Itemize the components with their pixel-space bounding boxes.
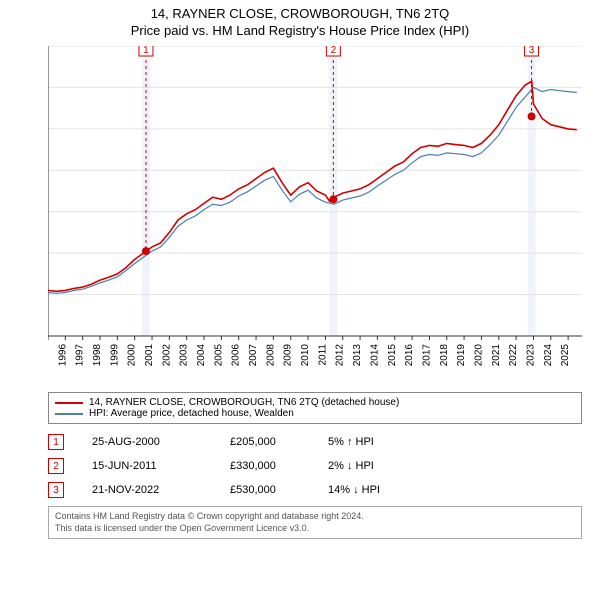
svg-text:2004: 2004 <box>196 344 207 367</box>
sale-pct: 14% ↓ HPI <box>328 484 408 496</box>
svg-text:2014: 2014 <box>369 344 380 367</box>
svg-text:2017: 2017 <box>421 344 432 367</box>
legend: 14, RAYNER CLOSE, CROWBOROUGH, TN6 2TQ (… <box>48 392 582 424</box>
svg-text:1997: 1997 <box>75 344 86 367</box>
legend-swatch <box>55 413 83 415</box>
svg-text:2: 2 <box>331 46 337 56</box>
series-hpi <box>48 87 577 293</box>
svg-text:1995: 1995 <box>48 344 51 367</box>
svg-text:2021: 2021 <box>491 344 502 367</box>
title: 14, RAYNER CLOSE, CROWBOROUGH, TN6 2TQ <box>0 6 600 21</box>
legend-swatch <box>55 402 83 404</box>
footer-line2: This data is licensed under the Open Gov… <box>55 523 575 535</box>
svg-text:2011: 2011 <box>317 344 328 366</box>
series-property <box>48 81 577 291</box>
legend-label: 14, RAYNER CLOSE, CROWBOROUGH, TN6 2TQ (… <box>89 397 399 408</box>
svg-text:2015: 2015 <box>387 344 398 367</box>
chart-svg: £0£100K£200K£300K£400K£500K£600K£700K199… <box>48 46 582 386</box>
svg-text:2016: 2016 <box>404 344 415 367</box>
svg-text:2024: 2024 <box>543 344 554 367</box>
legend-item: 14, RAYNER CLOSE, CROWBOROUGH, TN6 2TQ (… <box>55 397 575 408</box>
svg-text:2002: 2002 <box>161 344 172 367</box>
svg-text:2009: 2009 <box>283 344 294 367</box>
sale-number-box: 1 <box>48 434 64 450</box>
svg-text:2007: 2007 <box>248 344 259 367</box>
svg-text:1: 1 <box>143 46 149 56</box>
svg-text:2008: 2008 <box>265 344 276 367</box>
sale-date: 15-JUN-2011 <box>92 460 202 472</box>
svg-text:2005: 2005 <box>213 344 224 367</box>
sale-row: 3 21-NOV-2022 £530,000 14% ↓ HPI <box>48 482 582 498</box>
svg-text:2023: 2023 <box>525 344 536 367</box>
svg-text:2013: 2013 <box>352 344 363 367</box>
sale-price: £330,000 <box>230 460 300 472</box>
svg-text:2018: 2018 <box>439 344 450 367</box>
svg-text:2020: 2020 <box>473 344 484 367</box>
svg-text:1996: 1996 <box>57 344 68 367</box>
svg-text:2003: 2003 <box>179 344 190 367</box>
sale-date: 25-AUG-2000 <box>92 436 202 448</box>
sale-price: £530,000 <box>230 484 300 496</box>
svg-text:1998: 1998 <box>92 344 103 367</box>
legend-label: HPI: Average price, detached house, Weal… <box>89 408 294 419</box>
svg-text:2012: 2012 <box>335 344 346 367</box>
chart: £0£100K£200K£300K£400K£500K£600K£700K199… <box>48 46 582 386</box>
sale-date: 21-NOV-2022 <box>92 484 202 496</box>
svg-text:2001: 2001 <box>144 344 155 367</box>
svg-text:2019: 2019 <box>456 344 467 367</box>
sale-pct: 5% ↑ HPI <box>328 436 408 448</box>
footer-line1: Contains HM Land Registry data © Crown c… <box>55 511 575 523</box>
svg-text:2022: 2022 <box>508 344 519 367</box>
svg-text:2025: 2025 <box>560 344 571 367</box>
svg-text:3: 3 <box>529 46 535 56</box>
sale-number-box: 3 <box>48 482 64 498</box>
footer: Contains HM Land Registry data © Crown c… <box>48 506 582 539</box>
sales-table: 1 25-AUG-2000 £205,000 5% ↑ HPI 2 15-JUN-2011… <box>48 434 582 498</box>
sale-number-box: 2 <box>48 458 64 474</box>
svg-text:1999: 1999 <box>109 344 120 367</box>
svg-text:2006: 2006 <box>231 344 242 367</box>
svg-text:2000: 2000 <box>127 344 138 367</box>
svg-text:2010: 2010 <box>300 344 311 367</box>
sale-pct: 2% ↓ HPI <box>328 460 408 472</box>
sale-row: 1 25-AUG-2000 £205,000 5% ↑ HPI <box>48 434 582 450</box>
legend-item: HPI: Average price, detached house, Weal… <box>55 408 575 419</box>
subtitle: Price paid vs. HM Land Registry's House … <box>0 23 600 38</box>
sale-row: 2 15-JUN-2011 £330,000 2% ↓ HPI <box>48 458 582 474</box>
sale-price: £205,000 <box>230 436 300 448</box>
